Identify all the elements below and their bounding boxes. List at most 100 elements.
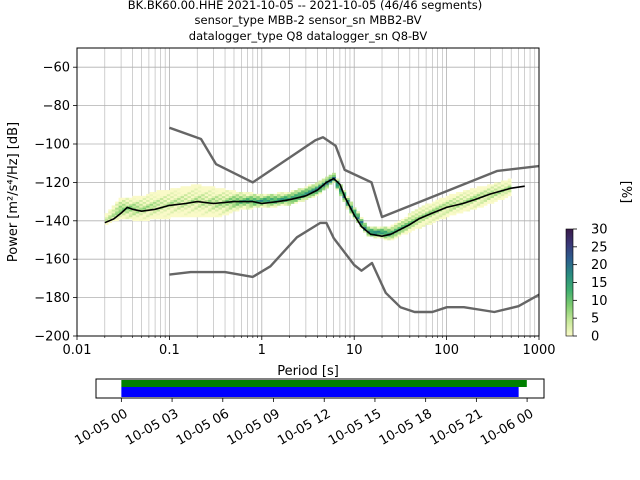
density-cell [156,203,161,206]
density-cell [149,215,154,218]
colorbar-tick-label: 5 [591,312,599,327]
density-cell [394,222,398,225]
density-cell [487,201,491,204]
density-cell [177,201,181,204]
coverage-bars [121,380,527,397]
density-cell [135,205,140,208]
density-cell [201,192,205,195]
density-cell [345,203,350,206]
density-cell [218,193,223,197]
density-cell [201,188,205,191]
density-cell [163,197,168,200]
density-cell [304,186,309,189]
density-cell [321,188,326,191]
density-cell [425,209,429,212]
density-cell [421,222,426,225]
density-cell [163,199,168,202]
density-cell [197,205,202,208]
density-cell [466,193,471,197]
density-cell [259,205,264,208]
density-cell [266,203,271,206]
density-cell [273,203,278,206]
density-cell [459,211,464,214]
density-cell [201,186,205,189]
density-cell [504,186,509,189]
density-cell [159,207,164,210]
density-cell [228,199,233,202]
density-cell [246,197,250,200]
density-cell [283,203,288,206]
coverage-tick-label: 10-05 09 [225,406,283,448]
density-cell [308,184,312,187]
density-cell [414,209,419,212]
density-cell [239,197,243,200]
colorbar-tick-label: 10 [591,294,608,309]
density-cell [215,190,219,193]
density-cell [201,209,205,212]
density-cell [252,195,257,199]
density-cell [452,195,457,199]
y-tick-label: −80 [43,99,70,114]
density-cell [318,184,323,187]
density-cell [122,205,126,208]
density-cell [493,186,498,189]
density-cell [132,199,137,202]
density-cell [115,205,119,208]
density-cell [280,201,285,204]
density-cell [500,195,505,199]
density-cell [449,195,453,199]
density-cell [504,182,509,185]
density-cell [480,186,484,189]
density-cell [504,190,509,193]
density-cell [376,230,381,233]
density-cell [132,215,137,218]
y-tick-label: −100 [34,138,70,153]
density-cell [225,192,230,195]
density-cell [352,211,357,214]
density-cell [239,195,243,199]
density-cell [449,201,453,204]
density-cell [297,193,302,197]
density-cell [194,193,199,197]
density-cell [425,207,429,210]
density-cell [462,195,467,199]
density-cell [166,201,171,204]
density-cell [352,207,357,210]
density-cell [431,203,436,206]
density-cell [146,199,150,202]
density-cell [232,195,236,199]
density-cell [208,199,212,202]
density-cell [118,197,123,200]
chart-title: BK.BK60.00.HHE 2021-10-05 -- 2021-10-05 … [128,0,482,43]
density-cell [428,220,433,224]
density-cell [249,197,254,200]
density-cell [283,195,288,199]
density-cell [332,174,336,177]
density-cell [173,205,178,208]
density-cell [266,199,271,202]
density-cell [225,203,230,206]
density-cell [414,226,419,229]
coverage-bar [121,387,519,397]
density-cell [425,203,429,206]
density-cell [249,192,254,195]
density-cell [146,205,150,208]
density-cell [108,209,113,212]
density-cell [132,203,137,206]
density-cell [208,207,212,210]
density-cell [211,199,216,202]
density-cell [387,230,391,233]
density-cell [132,218,137,222]
density-cell [466,197,471,200]
density-cell [159,197,164,200]
density-cell [280,203,285,206]
density-cell [321,186,326,189]
density-cell [115,216,119,220]
density-cell [215,197,219,200]
coverage-tick-label: 10-05 00 [72,406,130,448]
density-cell [442,216,447,220]
density-cells [104,172,512,241]
density-cell [349,205,354,208]
density-cell [249,199,254,202]
